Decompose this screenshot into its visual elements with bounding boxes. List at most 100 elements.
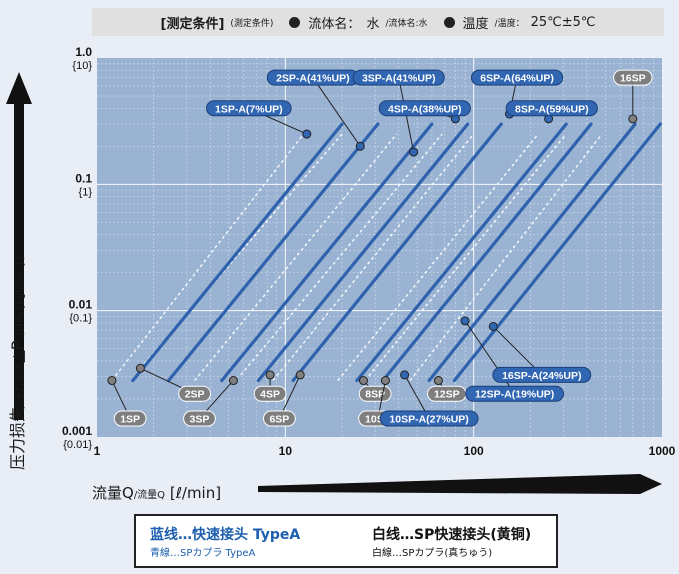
bullet-icon: [443, 16, 455, 28]
legend-white-main: 白线…SP快速接头(黄铜): [372, 527, 532, 543]
y-tick-label: 0.1: [75, 171, 92, 185]
series-tag-2SP-label: 2SP: [185, 389, 205, 401]
y-tick-alt-label: {0.1}: [69, 313, 92, 325]
blue-line-6SP-A: [291, 122, 503, 383]
series-tag-3SP-marker: [228, 376, 238, 386]
series-tag-1SP-A-tag: [206, 100, 292, 117]
legend-box: 蓝线…快速接头 TypeA 青線…SPカプラ TypeA 白线…SP快速接头(黄…: [134, 514, 558, 568]
x-tick-label: 10: [279, 444, 293, 458]
y-axis-label-main: 压力损失: [8, 405, 27, 470]
series-tag-16SP-tag: [613, 69, 653, 86]
y-tick-label: 1.0: [75, 45, 92, 59]
series-tag-1SP-tag: [113, 410, 147, 427]
y-tick-label: 0.001: [62, 424, 92, 438]
white-line-12SP: [409, 133, 603, 381]
blue-line-12SP-A: [427, 122, 637, 383]
x-axis-label-main: 流量Q: [92, 484, 134, 502]
series-tag-1SP-label: 1SP: [120, 414, 140, 426]
series-tag-3SP-label: 3SP: [190, 414, 210, 426]
y-axis-label-delta: △P: [8, 340, 27, 363]
series-tag-12SP-A-marker: [460, 316, 470, 326]
series-tag-12SP-marker: [433, 376, 443, 386]
series-tag-3SP-A-tag: [352, 69, 445, 86]
white-line-3SP: [194, 133, 398, 381]
series-tag-8SP-A-tag: [505, 100, 598, 117]
legend-blue-main: 蓝线…快速接头 TypeA: [150, 527, 301, 543]
series-tag-8SP-A-label: 8SP-A(59%UP): [515, 103, 589, 115]
white-line-8SP: [337, 133, 539, 381]
white-line-1SP: [111, 133, 305, 381]
series-tag-1SP-A-label: 1SP-A(7%UP): [215, 103, 283, 115]
blue-line-4SP-A: [256, 122, 470, 383]
x-axis-label-sub: /流量Q: [133, 490, 166, 501]
series-tag-2SP-marker: [135, 363, 145, 373]
fluid-value: 水: [366, 16, 380, 32]
x-axis-label: 流量Q/流量Q [ℓ/min]: [92, 482, 221, 503]
series-tag-12SP-label: 12SP: [434, 389, 460, 401]
x-tick-label: 1: [94, 444, 101, 458]
series-tag-2SP-A-marker: [355, 141, 365, 151]
blue-line-16SP-A: [452, 122, 662, 383]
series-tag-3SP-A-marker: [409, 147, 419, 157]
conditions-title-sub: (測定条件): [230, 18, 274, 29]
series-tag-4SP-A-label: 4SP-A(38%UP): [388, 103, 462, 115]
series-tag-4SP-label: 4SP: [260, 389, 280, 401]
y-axis-label: 压力损失/圧力損失△P [MPa{kgf/cm²}]: [4, 256, 28, 470]
temperature-value: 25℃±5℃: [530, 14, 596, 30]
y-tick-alt-label: {10}: [72, 60, 92, 72]
series-tag-4SP-tag: [253, 385, 287, 402]
series-tag-4SP-A-tag: [378, 100, 471, 117]
white-line-4SP: [240, 133, 443, 376]
series-tag-16SP-marker: [628, 114, 638, 124]
x-tick-label: 1000: [649, 444, 676, 458]
blue-line-2SP-A: [167, 122, 380, 383]
series-tag-2SP-A-label: 2SP-A(41%UP): [276, 73, 350, 85]
fluid-label: 流体名：: [308, 16, 361, 32]
y-tick-alt-label: {1}: [79, 186, 93, 198]
blue-line-1SP-A: [131, 122, 344, 383]
y-arrow-shaft: [14, 100, 24, 420]
series-tag-2SP-tag: [178, 385, 212, 402]
x-arrow: [258, 474, 662, 494]
series-tag-6SP-marker: [295, 370, 305, 380]
series-tag-2SP-A-leader: [312, 77, 361, 147]
y-tick-alt-label: {0.01}: [63, 439, 92, 451]
series-tag-16SP-A-marker: [488, 321, 498, 331]
series-tag-12SP-A-label: 12SP-A(19%UP): [475, 389, 554, 401]
series-tag-1SP-marker: [107, 376, 117, 386]
series-tag-16SP-A-tag: [492, 366, 592, 383]
series-tag-6SP-tag: [262, 410, 296, 427]
x-axis-unit: [ℓ/min]: [169, 484, 222, 502]
series-tag-6SP-A-tag: [470, 69, 564, 86]
series-tag-3SP-tag: [183, 410, 216, 427]
legend-white-sub: 白線…SPカプラ(真ちゅう): [372, 548, 493, 559]
blue-line-3SP-A: [220, 122, 434, 383]
legend-blue: 蓝线…快速接头 TypeA 青線…SPカプラ TypeA: [150, 524, 300, 559]
series-tag-12SP-A-tag: [465, 385, 565, 402]
series-tag-4SP-marker: [265, 370, 275, 380]
series-tag-6SP-label: 6SP: [269, 414, 289, 426]
blue-line-8SP-A: [355, 122, 568, 383]
temperature-label: 温度: [462, 16, 489, 32]
series-tag-3SP-A-label: 3SP-A(41%UP): [362, 73, 436, 85]
white-line-10SP: [364, 133, 567, 381]
y-axis-unit: [MPa{kgf/cm²}]: [15, 256, 26, 336]
temperature-sub: /温度：: [494, 18, 525, 29]
series-tag-6SP-A-label: 6SP-A(64%UP): [480, 73, 554, 85]
y-axis-label-sub: /圧力損失: [15, 362, 26, 406]
fluid-sub: /流体名:水: [385, 18, 428, 29]
series-tag-16SP-A-label: 16SP-A(24%UP): [502, 370, 581, 382]
test-conditions-banner: [测定条件] (測定条件) 流体名： 水/流体名:水 温度/温度： 25℃±5℃: [92, 8, 664, 36]
series-tag-16SP-label: 16SP: [620, 73, 646, 85]
series-tag-10SP-marker: [380, 376, 390, 386]
series-tag-8SP-label: 8SP: [365, 389, 385, 401]
y-tick-label: 0.01: [69, 298, 93, 312]
series-tag-16SP-A-leader: [492, 326, 543, 376]
series-tag-1SP-A-marker: [302, 129, 312, 139]
series-tag-10SP-A-label: 10SP-A(27%UP): [389, 414, 468, 426]
legend-white: 白线…SP快速接头(黄铜) 白線…SPカプラ(真ちゅう): [372, 524, 531, 559]
series-tag-10SP-A-tag: [379, 410, 479, 427]
x-tick-label: 100: [464, 444, 484, 458]
conditions-title: [测定条件]: [160, 16, 225, 32]
